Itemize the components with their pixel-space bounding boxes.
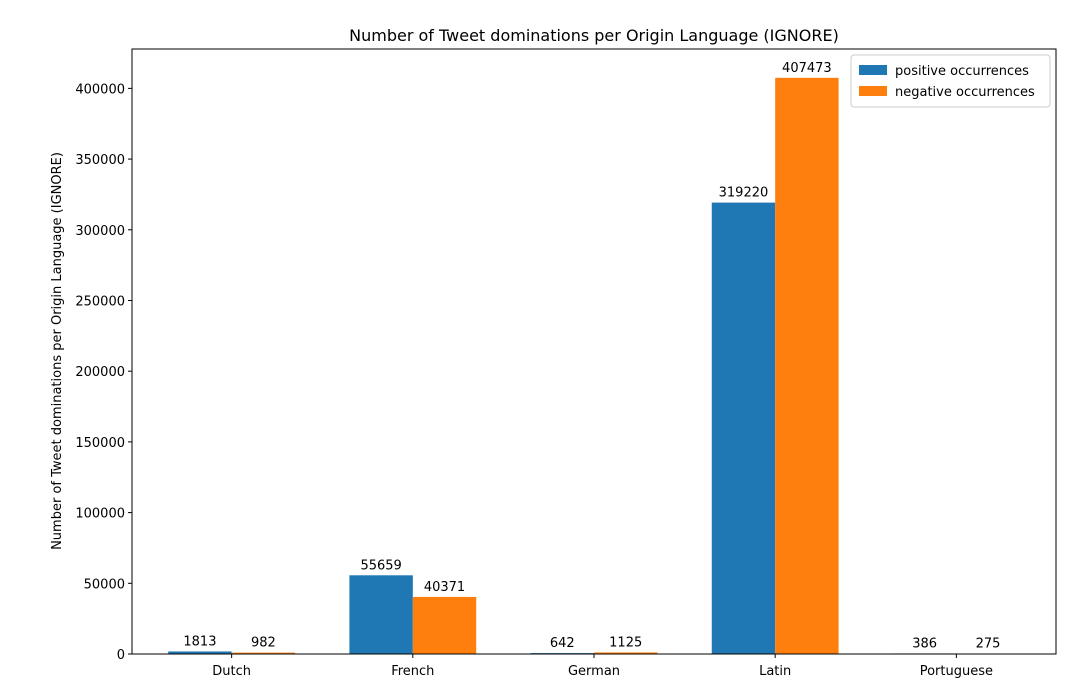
bar: [349, 575, 413, 654]
legend-label: negative occurrences: [895, 85, 1035, 100]
bar: [594, 652, 658, 654]
x-tick-label: French: [391, 664, 434, 679]
legend-swatch: [859, 65, 887, 75]
y-tick-label: 250000: [75, 294, 125, 309]
y-tick-label: 350000: [75, 153, 125, 168]
legend-box: [850, 54, 1051, 108]
bar-value-label: 982: [251, 636, 276, 651]
bar-value-label: 1813: [183, 634, 216, 649]
bar-value-label: 642: [550, 636, 575, 651]
y-tick-label: 100000: [75, 507, 125, 522]
bar: [711, 202, 776, 655]
y-tick-label: 400000: [75, 82, 125, 97]
y-axis-label: Number of Tweet dominations per Origin L…: [50, 152, 65, 550]
chart-title: Number of Tweet dominations per Origin L…: [349, 26, 839, 45]
y-tick-label: 50000: [84, 577, 125, 592]
plot-frame: [131, 48, 1057, 655]
y-tick-label: 150000: [75, 436, 125, 451]
bar-value-label: 55659: [360, 558, 401, 573]
bar-value-label: 386: [912, 636, 937, 651]
bar-value-label: 1125: [609, 635, 642, 650]
bar: [168, 651, 232, 654]
x-axis: Dutch French German Latin Portuguese: [212, 654, 993, 679]
bar-value-label: 40371: [424, 580, 465, 595]
y-tick-label: 300000: [75, 224, 125, 239]
bar: [775, 77, 839, 654]
legend-swatch: [859, 86, 887, 96]
legend: positive occurrences negative occurrences: [850, 54, 1051, 108]
bar-labels: 1813 55659 642 319220 386 982 40371 1125 407473 2…: [183, 61, 1000, 652]
x-tick-label: Latin: [759, 664, 791, 679]
x-tick-label: Dutch: [212, 664, 251, 679]
x-tick-label: German: [568, 664, 620, 679]
bar: [231, 652, 296, 654]
y-tick-label: 200000: [75, 365, 125, 380]
legend-label: positive occurrences: [895, 64, 1029, 79]
bar-value-label: 319220: [719, 186, 769, 201]
bar-value-label: 275: [976, 637, 1001, 652]
bars-group: [168, 77, 1020, 655]
x-tick-label: Portuguese: [920, 664, 993, 679]
bar: [412, 596, 477, 654]
y-axis: 0 50000 100000 150000 200000 250000 300000 3500…: [75, 82, 132, 663]
bar-value-label: 407473: [782, 61, 832, 76]
y-tick-label: 0: [117, 648, 125, 663]
